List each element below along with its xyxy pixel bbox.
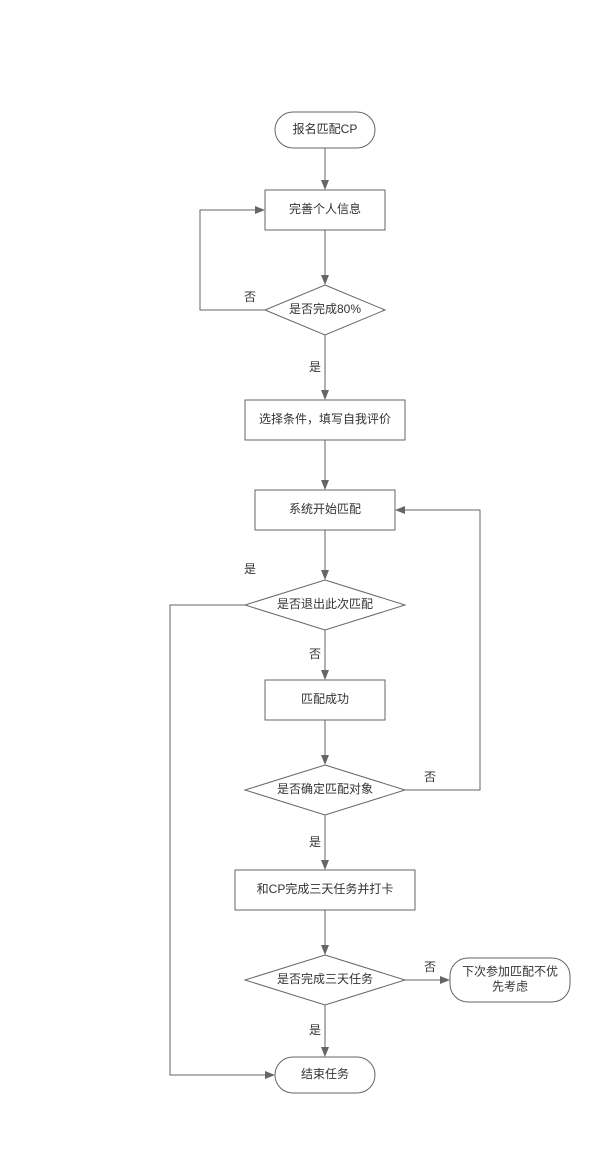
- arrow-head: [440, 976, 450, 984]
- node-label: 结束任务: [301, 1066, 349, 1081]
- edge-9: [404, 510, 480, 790]
- node-label: 报名匹配CP: [293, 121, 358, 136]
- node-n_match: 系统开始匹配: [255, 490, 395, 530]
- node-label: 完善个人信息: [289, 201, 361, 216]
- edge-6: [170, 605, 266, 1075]
- arrow-head: [321, 755, 329, 765]
- edge-label-3: 是: [309, 360, 321, 374]
- node-n_penalty: 下次参加匹配不优先考虑: [450, 958, 570, 1002]
- node-label: 下次参加匹配不优: [462, 964, 558, 979]
- node-n_select: 选择条件，填写自我评价: [245, 400, 405, 440]
- arrow-head: [395, 506, 405, 514]
- node-n_start: 报名匹配CP: [275, 112, 375, 148]
- node-label: 是否完成三天任务: [277, 971, 373, 986]
- arrow-head: [321, 390, 329, 400]
- arrow-head: [321, 945, 329, 955]
- node-n_ok: 匹配成功: [265, 680, 385, 720]
- arrow-head: [321, 670, 329, 680]
- arrow-head: [255, 206, 265, 214]
- arrow-head: [321, 860, 329, 870]
- arrow-head: [321, 480, 329, 490]
- node-label: 匹配成功: [301, 692, 349, 706]
- node-n_end: 结束任务: [275, 1057, 375, 1093]
- arrow-head: [265, 1071, 275, 1079]
- edge-label-12: 否: [424, 960, 436, 974]
- edge-label-2: 否: [244, 290, 256, 304]
- node-label: 是否确定匹配对象: [277, 781, 373, 796]
- node-label: 选择条件，填写自我评价: [259, 412, 391, 426]
- edge-label-9: 否: [424, 770, 436, 784]
- arrow-head: [321, 180, 329, 190]
- node-n_d80: 是否完成80%: [265, 285, 385, 335]
- node-n_dconf: 是否确定匹配对象: [245, 765, 405, 815]
- node-n_task3: 和CP完成三天任务并打卡: [235, 870, 415, 910]
- node-label: 是否完成80%: [289, 301, 361, 316]
- node-n_profile: 完善个人信息: [265, 190, 385, 230]
- flowchart-canvas: 否是是否否是否是报名匹配CP完善个人信息是否完成80%选择条件，填写自我评价系统…: [0, 0, 610, 1150]
- arrow-head: [321, 570, 329, 580]
- node-n_dquit: 是否退出此次匹配: [245, 580, 405, 630]
- edge-label-13: 是: [309, 1023, 321, 1037]
- edge-label-10: 是: [309, 835, 321, 849]
- arrow-head: [321, 275, 329, 285]
- arrow-head: [321, 1047, 329, 1057]
- node-label: 系统开始匹配: [289, 502, 361, 516]
- node-label: 是否退出此次匹配: [277, 597, 373, 611]
- node-label: 先考虑: [492, 980, 528, 994]
- edge-label-6: 是: [244, 562, 256, 576]
- node-n_d3: 是否完成三天任务: [245, 955, 405, 1005]
- node-label: 和CP完成三天任务并打卡: [257, 881, 394, 896]
- edge-label-7: 否: [309, 647, 321, 661]
